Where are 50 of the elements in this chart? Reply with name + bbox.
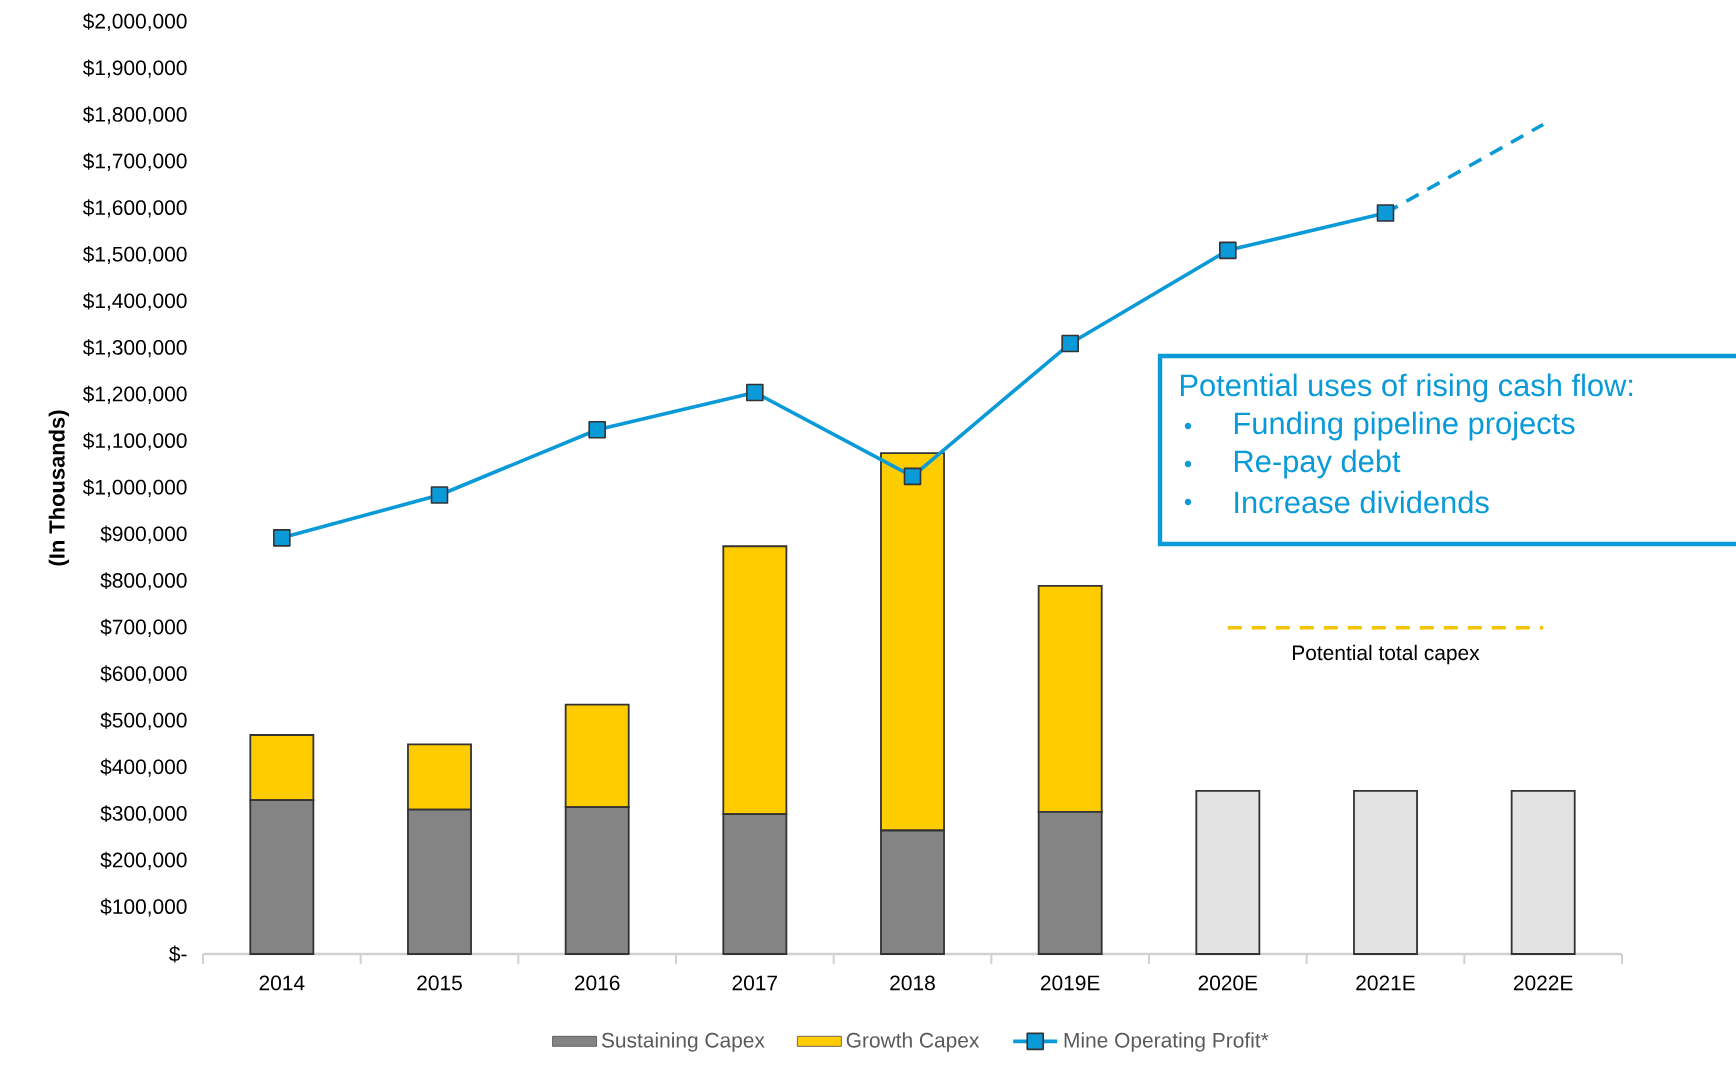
point: [1061, 334, 1079, 353]
x-tick-label: 2018: [890, 975, 935, 991]
point: [1376, 204, 1395, 222]
y-tick-label: $1,000,000: [82, 478, 187, 498]
annotation: Increase dividends: [1235, 490, 1489, 514]
point: [273, 529, 291, 547]
y-tick-label: $1,300,000: [82, 339, 187, 358]
y-tick-label: $200,000: [100, 851, 187, 870]
y-tick-label: $1,900,000: [82, 59, 187, 78]
bar: [1510, 790, 1576, 955]
y-tick-label: $-: [169, 945, 187, 963]
y-tick-label: $900,000: [100, 525, 187, 544]
y-tick-label: $1,500,000: [82, 245, 187, 265]
point: [588, 420, 606, 439]
x-tick-label: 2016: [574, 975, 620, 991]
legend-label: Growth Capex: [846, 1032, 980, 1052]
y-tick-label: $1,700,000: [82, 152, 187, 171]
y-tick-label: $1,100,000: [82, 432, 187, 451]
y-tick-label: $100,000: [100, 898, 187, 917]
y-tick-label: $1,400,000: [82, 292, 187, 311]
bar: [1353, 790, 1418, 955]
y-tick-label: $300,000: [100, 805, 187, 824]
legend-label: Mine Operating Profit*: [1064, 1032, 1269, 1052]
y-tick-label: $2,000,000: [82, 12, 187, 32]
point: [430, 486, 449, 504]
y-axis-title: (In Thousands): [48, 410, 70, 566]
bar: [1195, 790, 1261, 955]
x-tick-label: 2022E: [1513, 975, 1573, 991]
x-tick-label: 2021E: [1356, 975, 1415, 991]
annotation: Funding pipeline projects: [1234, 411, 1575, 441]
annotation: Potential total capex: [1293, 644, 1480, 665]
legend-label: Sustaining Capex: [601, 1032, 765, 1052]
x-tick-label: 2014: [259, 975, 305, 991]
point: [746, 383, 764, 402]
y-tick-label: $700,000: [100, 618, 187, 637]
x-tick-label: 2017: [732, 975, 778, 991]
x-tick-label: 2020E: [1198, 975, 1258, 991]
annotation: Re-pay debt: [1234, 449, 1401, 479]
annotation: Potential uses of rising cash flow:: [1180, 373, 1633, 403]
x-tick-label: 2015: [417, 975, 462, 991]
y-tick-label: $600,000: [100, 665, 187, 684]
y-tick-label: $1,600,000: [82, 199, 187, 218]
y-tick-label: $1,800,000: [82, 106, 187, 125]
x-tick-label: 2019E: [1040, 975, 1100, 991]
y-tick-label: $400,000: [100, 758, 187, 777]
y-tick-label: $500,000: [100, 711, 187, 731]
y-tick-label: $1,200,000: [82, 385, 187, 404]
point: [903, 467, 922, 486]
y-tick-label: $800,000: [100, 572, 187, 591]
point: [1219, 241, 1237, 260]
